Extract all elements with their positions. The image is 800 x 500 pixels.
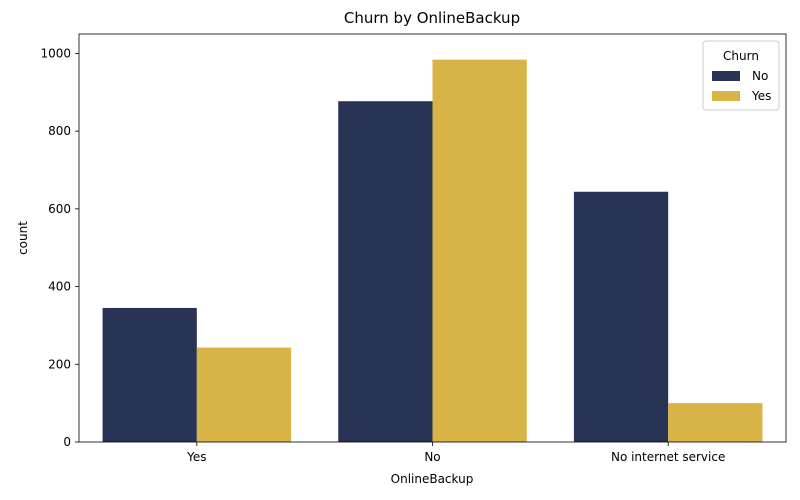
- y-tick-label: 600: [48, 202, 71, 216]
- plot-frame: [78, 33, 787, 443]
- y-tick-label: 800: [48, 124, 71, 138]
- bar-no-1: [338, 101, 433, 443]
- bar-yes-1: [432, 59, 527, 442]
- legend: Churn No Yes: [702, 40, 780, 111]
- plot-area: Yes No No internet service 0 200 400 600 800 100…: [40, 46, 763, 464]
- x-axis-label: OnlineBackup: [391, 472, 474, 486]
- x-tick-label: No internet service: [611, 450, 725, 464]
- y-tick-label: 0: [63, 435, 71, 449]
- bar-no-0: [102, 307, 197, 442]
- y-tick-label: 200: [48, 357, 71, 371]
- x-tick-label: Yes: [186, 450, 206, 464]
- bar-yes-0: [196, 347, 292, 442]
- chart-title: Churn by OnlineBackup: [344, 9, 520, 27]
- x-tick-label: No: [424, 450, 440, 464]
- bar-no-2: [573, 191, 669, 442]
- legend-label-yes: Yes: [751, 89, 771, 103]
- legend-swatch-no: [712, 71, 740, 81]
- legend-swatch-yes: [712, 91, 740, 101]
- y-tick-label: 400: [48, 280, 71, 294]
- legend-title: Churn: [723, 49, 759, 63]
- y-tick-label: 1000: [40, 46, 71, 60]
- bar-yes-2: [668, 403, 763, 442]
- legend-label-no: No: [752, 69, 768, 83]
- y-axis-label: count: [16, 221, 30, 255]
